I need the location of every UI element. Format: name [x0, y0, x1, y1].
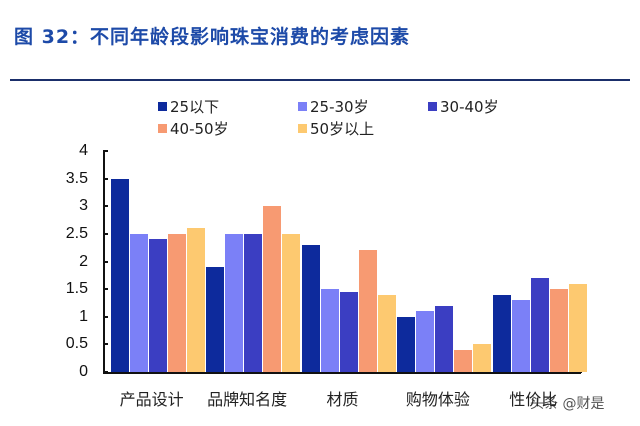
bar: [130, 233, 148, 372]
legend-item: 40-50岁: [158, 118, 229, 139]
y-tick: [103, 371, 108, 373]
legend-item: 25以下: [158, 96, 219, 117]
y-tick: [103, 150, 108, 152]
x-category-label: 性价比: [509, 390, 558, 409]
legend-item: 30-40岁: [428, 96, 499, 117]
watermark: 头条 @财是: [530, 396, 605, 412]
y-tick-label: 3: [79, 197, 88, 215]
y-tick: [103, 205, 108, 208]
bar: [320, 289, 339, 372]
legend-label: 40-50岁: [170, 120, 229, 138]
y-tick-label: 0.5: [65, 335, 88, 353]
bar: [339, 291, 358, 372]
bar: [187, 228, 205, 372]
y-tick: [103, 177, 108, 180]
legend-label: 30-40岁: [440, 98, 499, 116]
legend-swatch: [298, 124, 307, 133]
legend-item: 50岁以上: [298, 118, 374, 139]
bar: [549, 289, 568, 372]
bar: [282, 233, 301, 372]
figure-title: 图 32：不同年龄段影响珠宝消费的考虑因素: [14, 26, 411, 48]
y-tick: [103, 232, 108, 235]
legend-label: 25以下: [170, 98, 220, 116]
x-category-label: 材质: [326, 390, 359, 409]
bar: [416, 311, 435, 372]
y-tick-label: 0: [79, 363, 88, 380]
bar: [568, 283, 587, 372]
legend-swatch: [428, 102, 437, 111]
y-tick: [103, 260, 108, 263]
x-category-label: 产品设计: [119, 390, 184, 409]
y-tick: [103, 343, 108, 346]
bar: [358, 250, 377, 372]
y-tick: [103, 288, 108, 291]
legend-label: 25-30岁: [310, 98, 369, 116]
y-tick: [103, 315, 108, 318]
bar: [206, 267, 225, 372]
x-axis: [103, 372, 581, 374]
bar: [168, 233, 186, 372]
y-tick-label: 1.5: [65, 280, 88, 298]
legend-swatch: [298, 102, 307, 111]
y-tick-label: 3.5: [65, 169, 88, 187]
bar: [492, 294, 511, 372]
title-divider: [10, 79, 630, 81]
bar: [473, 344, 492, 372]
legend-label: 50岁以上: [310, 120, 375, 138]
bar: [301, 244, 320, 372]
bar: [511, 300, 530, 372]
bar: [225, 233, 244, 372]
bar: [263, 206, 282, 372]
y-tick-label: 4: [79, 142, 88, 159]
x-category-label: 购物体验: [405, 390, 470, 409]
y-tick-label: 1: [79, 307, 88, 325]
bar: [149, 239, 167, 372]
legend-swatch: [158, 102, 167, 111]
bar: [435, 305, 454, 372]
y-tick-label: 2.5: [65, 224, 88, 242]
bar: [244, 233, 263, 372]
bar: [397, 316, 416, 372]
x-category-label: 品牌知名度: [207, 390, 288, 409]
legend-item: 25-30岁: [298, 96, 369, 117]
legend-swatch: [158, 124, 167, 133]
bar: [454, 349, 473, 372]
y-tick-label: 2: [79, 252, 88, 270]
bar: [111, 178, 129, 372]
bar: [530, 278, 549, 372]
bar: [377, 294, 396, 372]
